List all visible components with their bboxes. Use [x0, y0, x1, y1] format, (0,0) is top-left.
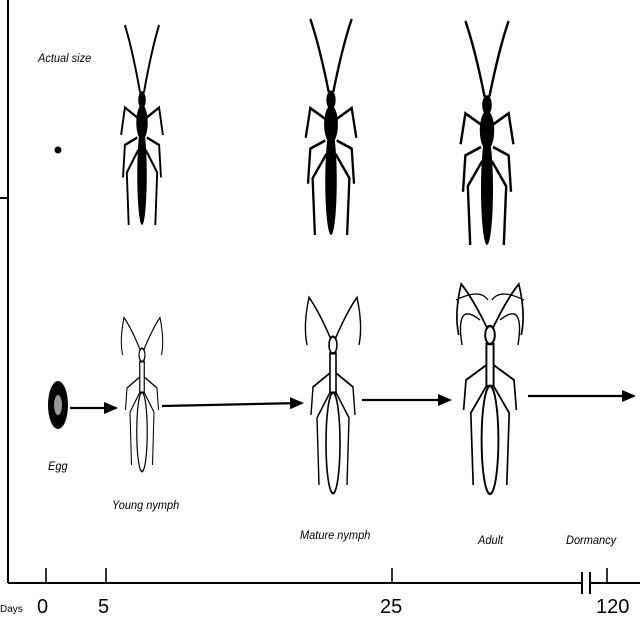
egg-actual-size-dot [54, 146, 62, 154]
stage-label-young-nymph: Young nymph [112, 499, 180, 513]
timeline-unit-label: Days [0, 604, 23, 615]
stage-label-egg: Egg [48, 460, 68, 474]
young-nymph-illustration [120, 316, 164, 473]
adult-illustration [455, 282, 525, 496]
arrow-young-to-mature [161, 397, 304, 410]
adult-wings [459, 313, 521, 346]
actual-size-caption: Actual size [38, 52, 92, 66]
young-nymph-actual-size [119, 23, 165, 227]
timeline-label-5: 5 [98, 596, 110, 618]
stage-label-mature-nymph: Mature nymph [300, 529, 371, 543]
adult-actual-size [459, 19, 515, 247]
stage-label-adult: Adult [478, 534, 504, 548]
timeline-label-120: 120 [596, 596, 630, 618]
mature-nymph-illustration [304, 296, 362, 495]
stage-label-dormancy: Dormancy [566, 534, 617, 548]
mature-nymph-actual-size [304, 17, 358, 237]
timeline-label-0: 0 [37, 596, 49, 618]
timeline-label-25: 25 [380, 596, 403, 618]
